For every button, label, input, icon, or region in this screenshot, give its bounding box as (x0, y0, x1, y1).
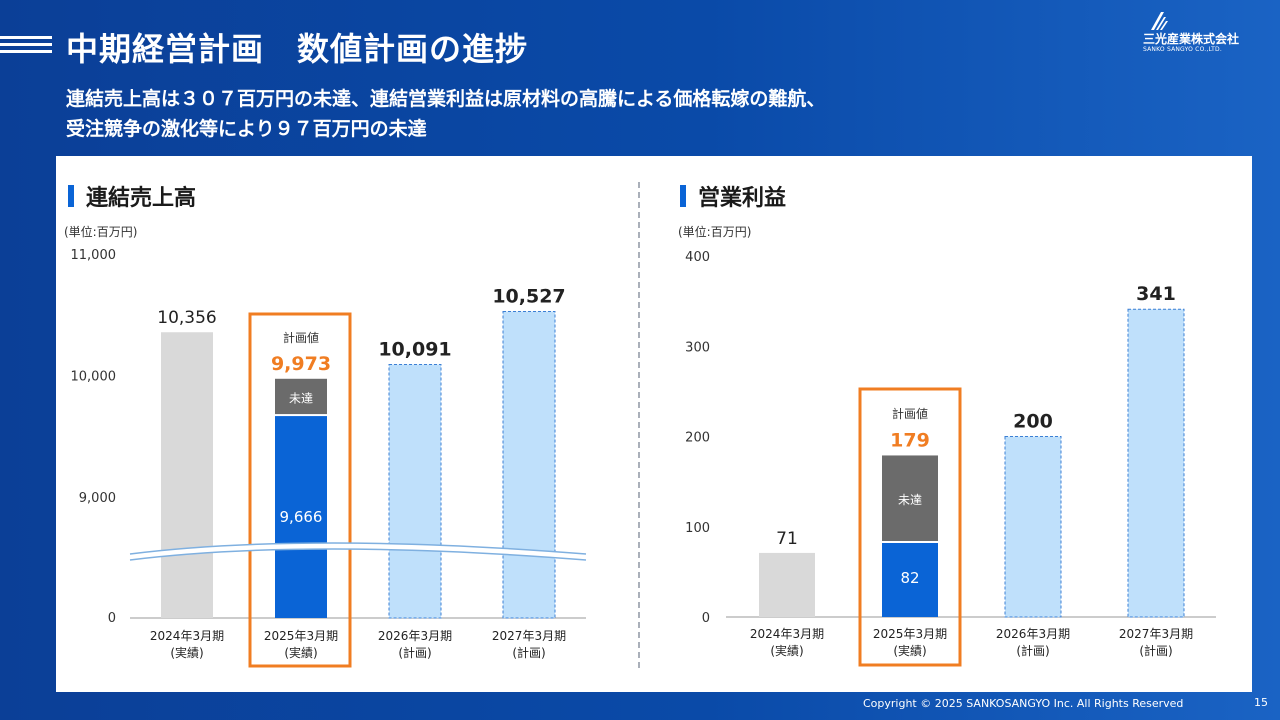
page-number: 15 (1254, 696, 1268, 709)
data-label: 10,527 (492, 285, 565, 307)
y-tick-label: 100 (685, 521, 710, 536)
subtitle-line-1: 連結売上高は３０７百万円の未達、連結営業利益は原材料の高騰による価格転嫁の難航、 (66, 88, 826, 110)
shortfall-label: 未達 (289, 391, 313, 405)
y-tick-label: 300 (685, 340, 710, 355)
data-label: 341 (1136, 283, 1176, 305)
sanko-logo-icon (1151, 12, 1168, 30)
data-label: 9,666 (280, 508, 323, 526)
axis-break-line (129, 542, 587, 555)
data-label: 10,356 (157, 308, 216, 328)
x-tick-label: 2025年3月期 (264, 629, 338, 643)
shortfall-bar (275, 378, 327, 415)
bar (759, 552, 815, 617)
bar (1004, 436, 1062, 618)
company-name-en: SANKO SANGYO CO.,LTD. (1143, 46, 1222, 53)
bar (388, 363, 442, 619)
x-tick-sublabel: (実績) (893, 643, 926, 658)
y-tick-label: 10,000 (71, 370, 117, 385)
x-tick-sublabel: (実績) (170, 645, 203, 660)
header-decoration-lines (0, 36, 52, 57)
x-tick-label: 2025年3月期 (873, 627, 947, 641)
y-tick-label: 0 (108, 611, 116, 626)
x-tick-sublabel: (実績) (284, 645, 317, 660)
shortfall-bar (882, 455, 938, 541)
company-logo: 三光産業株式会社 SANKO SANGYO CO.,LTD. (1143, 10, 1255, 54)
highlight-frame (858, 387, 962, 667)
bar (502, 310, 556, 619)
axis-break-line (129, 548, 587, 561)
shortfall-label: 未達 (898, 493, 922, 507)
x-tick-sublabel: (計画) (1016, 643, 1049, 658)
page-subtitle: 連結売上高は３０７百万円の未達、連結営業利益は原材料の高騰による価格転嫁の難航、… (66, 84, 825, 144)
data-label: 82 (900, 569, 919, 587)
plan-label: 計画値 (892, 406, 928, 421)
y-tick-label: 11,000 (71, 248, 117, 263)
x-tick-label: 2027年3月期 (1119, 627, 1193, 641)
plan-value-label: 9,973 (271, 353, 331, 375)
page-title: 中期経営計画 数値計画の進捗 (66, 30, 529, 68)
bar (882, 542, 938, 617)
x-tick-label: 2026年3月期 (996, 627, 1070, 641)
y-tick-label: 400 (685, 250, 710, 265)
profit-section-title: 営業利益 (680, 180, 786, 212)
company-name: 三光産業株式会社 (1143, 32, 1240, 46)
data-label: 71 (776, 529, 798, 549)
y-tick-label: 9,000 (79, 491, 116, 506)
sales-section-title: 連結売上高 (68, 180, 196, 212)
bar (161, 332, 213, 618)
panel-divider (638, 182, 640, 668)
x-tick-sublabel: (計画) (512, 645, 545, 660)
highlight-frame (248, 312, 352, 668)
bar (1127, 308, 1185, 618)
subtitle-line-2: 受注競争の激化等により９７百万円の未達 (66, 118, 427, 140)
bar (275, 416, 327, 618)
plan-value-label: 179 (890, 429, 930, 451)
x-tick-sublabel: (計画) (398, 645, 431, 660)
y-tick-label: 200 (685, 431, 710, 446)
data-label: 10,091 (378, 338, 451, 360)
copyright-text: Copyright © 2025 SANKOSANGYO Inc. All Ri… (863, 697, 1184, 710)
plan-label: 計画値 (283, 330, 319, 345)
x-tick-sublabel: (計画) (1139, 643, 1172, 658)
sales-unit-label: (単位:百万円) (64, 225, 138, 239)
x-tick-label: 2026年3月期 (378, 629, 452, 643)
x-tick-label: 2027年3月期 (492, 629, 566, 643)
x-tick-sublabel: (実績) (770, 643, 803, 658)
profit-unit-label: (単位:百万円) (678, 225, 752, 239)
x-tick-label: 2024年3月期 (150, 629, 224, 643)
y-tick-label: 0 (702, 611, 710, 626)
x-tick-label: 2024年3月期 (750, 627, 824, 641)
data-label: 200 (1013, 411, 1053, 433)
